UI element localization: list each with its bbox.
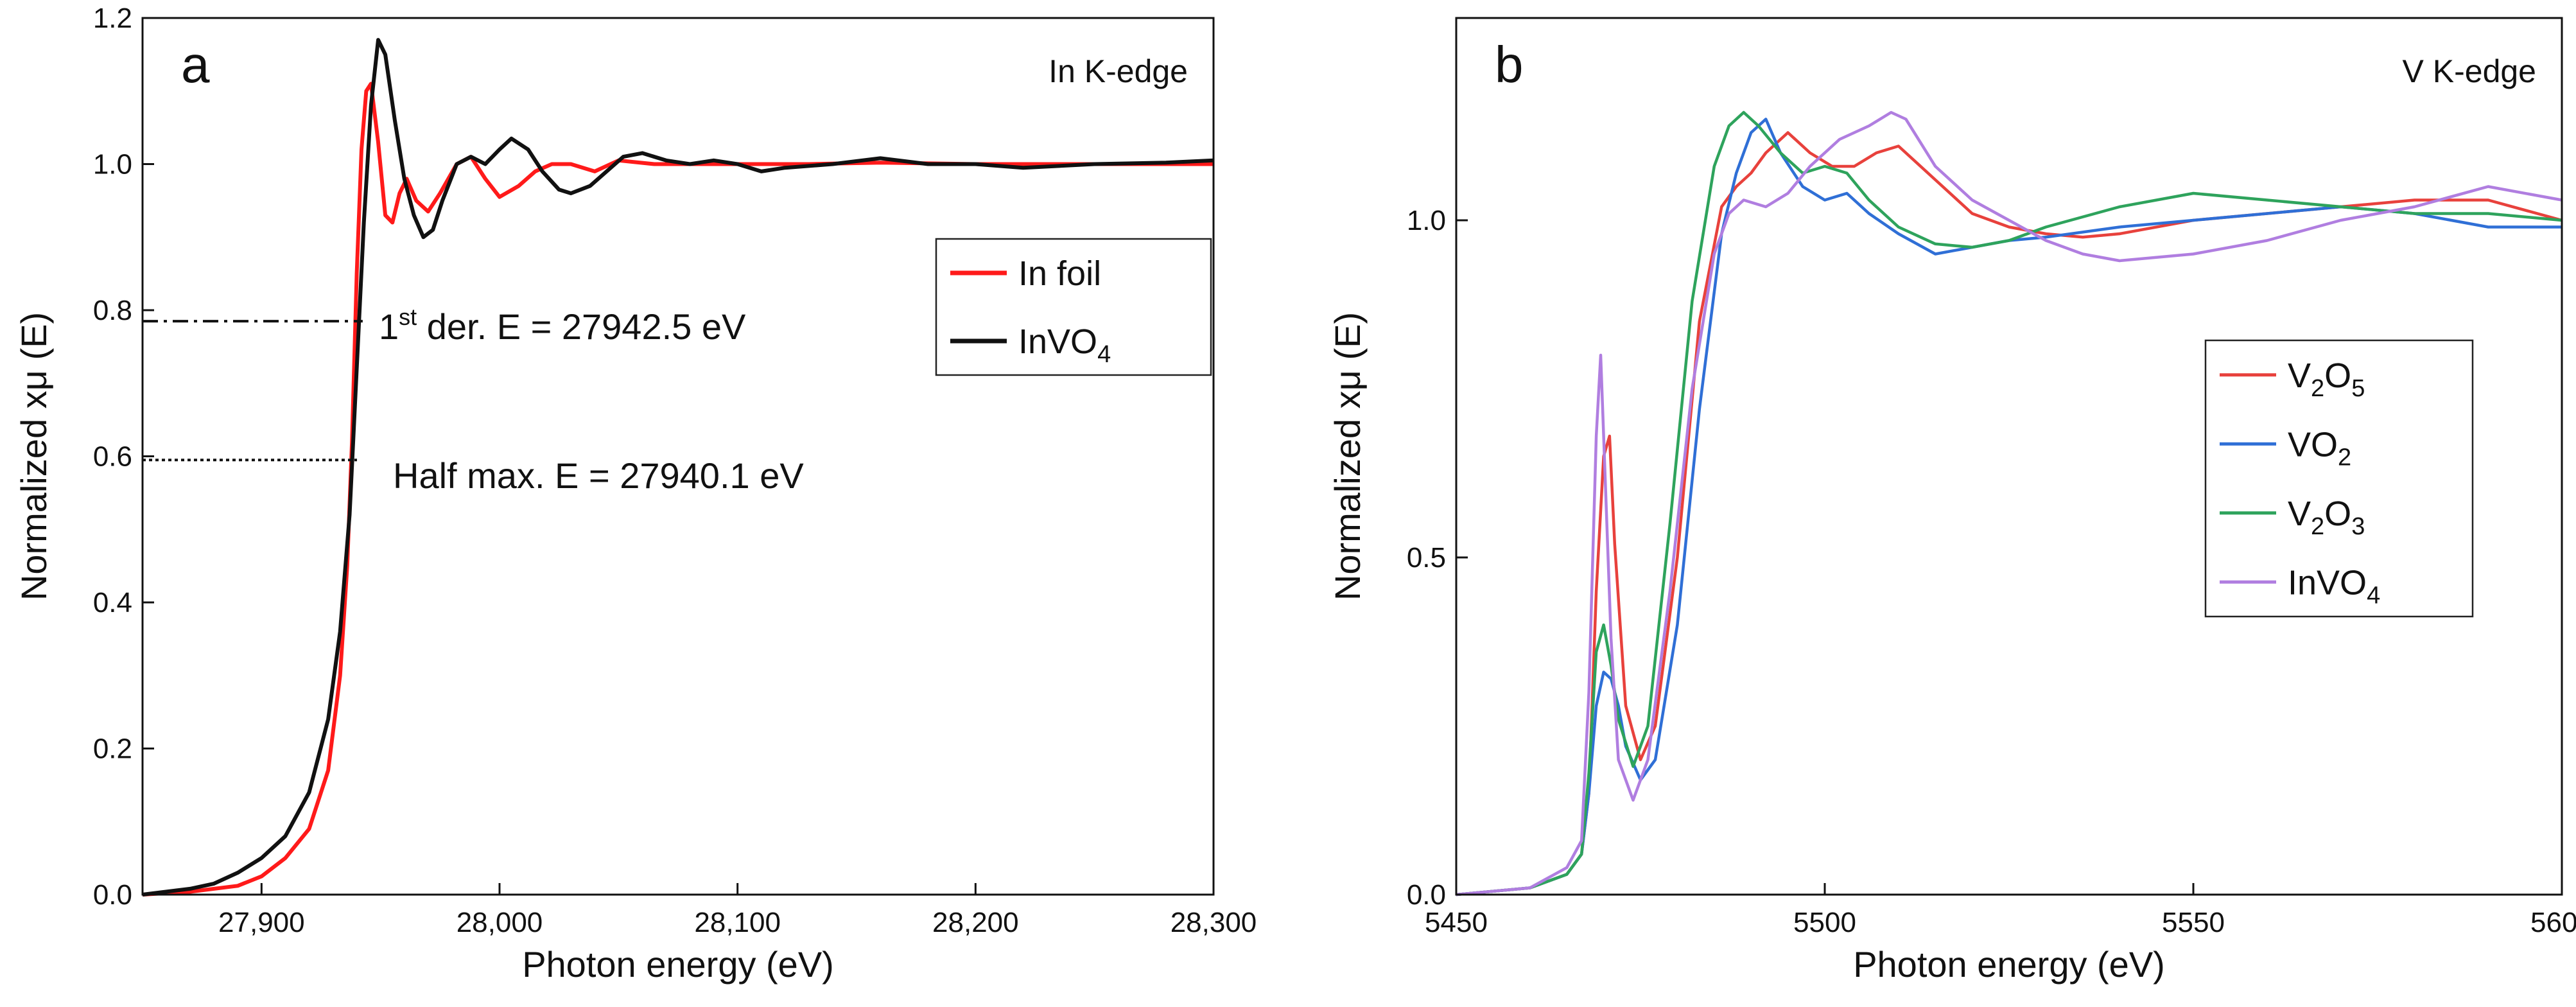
series-line-invo4: [142, 38, 1214, 897]
panel-a: 1st der. E = 27942.5 eV Half max. E = 279…: [13, 3, 1257, 985]
x-tick-label: 28,000: [457, 907, 543, 938]
x-tick-label: 27,900: [218, 907, 305, 938]
panel-a-letter: a: [181, 36, 210, 93]
x-tick-label: 5500: [1793, 907, 1856, 938]
series-line-vo2: [1456, 118, 2562, 897]
panel-b-title: V K-edge: [2403, 53, 2536, 89]
panel-a-legend: In foil InVO4: [935, 238, 1212, 376]
y-tick-label: 1.0: [93, 149, 132, 180]
x-tick-label: 28,200: [932, 907, 1019, 938]
panel-a-y-axis-label: Normalized xμ (E): [13, 312, 54, 600]
legend-label: In foil: [1018, 254, 1101, 293]
series-line-invo4: [1456, 110, 2563, 897]
panel-b-letter: b: [1495, 36, 1524, 93]
annotation-text: Half max. E = 27940.1 eV: [393, 455, 804, 496]
panel-a-title: In K-edge: [1049, 53, 1188, 89]
panel-a-annotations: 1st der. E = 27942.5 eV Half max. E = 279…: [143, 304, 804, 496]
y-tick-label: 0.4: [93, 587, 132, 618]
panel-a-curves: [142, 38, 1214, 897]
y-tick-label: 0.2: [93, 733, 132, 765]
y-tick-label: 0.0: [1407, 879, 1446, 911]
legend-label: V2O3: [2288, 495, 2365, 540]
x-tick-label: 5450: [1425, 907, 1488, 938]
annotation-text: 1st der. E = 27942.5 eV: [379, 304, 746, 347]
x-tick-label: 5550: [2162, 907, 2225, 938]
legend-label: InVO4: [1018, 322, 1111, 368]
x-tick-label: 28,100: [694, 907, 781, 938]
series-line-in foil: [142, 82, 1214, 897]
legend-label: InVO4: [2288, 563, 2380, 609]
x-tick-label: 28,300: [1171, 907, 1257, 938]
panel-a-x-axis-label: Photon energy (eV): [522, 944, 834, 985]
y-tick-label: 0.5: [1407, 542, 1446, 574]
legend-label: V2O5: [2288, 356, 2365, 402]
y-tick-label: 0.0: [93, 879, 132, 911]
series-line-v2o3: [1456, 110, 2563, 897]
legend-box: [2204, 339, 2474, 618]
y-tick-label: 0.6: [93, 441, 132, 473]
legend-box: [935, 238, 1212, 376]
y-tick-label: 1.2: [93, 3, 132, 34]
panel-a-axis-ticks: 27,900 28,000 28,100 28,200 28,300 0.0 0.2 0.4 0…: [93, 3, 1257, 938]
panel-b-plot-frame: [1455, 17, 2563, 896]
y-tick-label: 0.8: [93, 295, 132, 326]
panel-b-legend: V2O5 VO2 V2O3 InVO4: [2204, 339, 2474, 618]
panel-b-x-axis-label: Photon energy (eV): [1853, 944, 2165, 985]
panel-b-y-axis-label: Normalized xμ (E): [1327, 312, 1368, 600]
y-tick-label: 1.0: [1407, 205, 1446, 236]
legend-label: VO2: [2288, 425, 2351, 471]
panel-b-curves: [1456, 110, 2563, 897]
